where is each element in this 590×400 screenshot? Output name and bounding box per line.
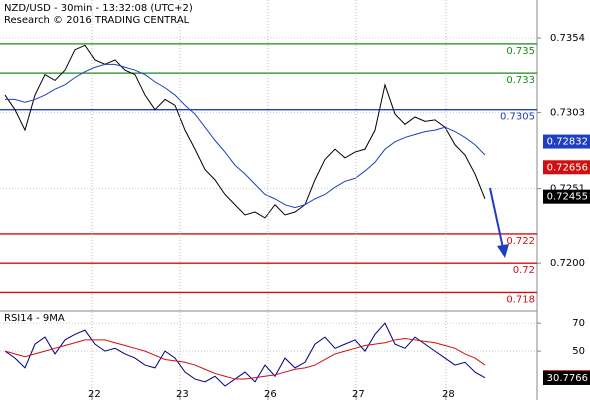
level-label: 0.735 <box>506 46 535 57</box>
price-tag-label: 30.7766 <box>547 373 588 384</box>
y-tick-label: 0.7251 <box>550 184 585 195</box>
level-label: 0.722 <box>506 236 535 247</box>
series-line <box>5 63 486 209</box>
x-tick-label: 28 <box>442 389 455 400</box>
series-line <box>4 322 486 387</box>
price-tag <box>543 160 590 175</box>
price-tag-label: 0.72832 <box>547 137 588 148</box>
level-label: 0.72 <box>513 265 535 276</box>
price-tag <box>543 134 590 149</box>
y-tick-label: 0.7303 <box>550 108 585 119</box>
level-label: 0.7305 <box>500 112 535 123</box>
y-tick-label: 70 <box>572 318 585 329</box>
level-label: 0.733 <box>506 75 535 86</box>
y-tick-label: 50 <box>572 346 585 357</box>
price-tag <box>543 370 590 385</box>
y-tick-label: 0.7200 <box>550 258 585 269</box>
forecast-arrowhead <box>497 244 509 258</box>
rsi-title: RSI14 - 9MA <box>4 313 65 324</box>
x-tick-label: 22 <box>88 389 101 400</box>
forecast-arrow <box>489 187 504 249</box>
x-tick-label: 27 <box>352 389 365 400</box>
chart-title: NZD/USD - 30min - 13:32:08 (UTC+2) <box>4 3 193 14</box>
price-tag <box>543 189 590 204</box>
x-tick-label: 23 <box>176 389 189 400</box>
price-tag-label: 0.72656 <box>547 162 588 173</box>
series-line <box>4 44 486 219</box>
y-tick-label: 0.7354 <box>550 33 585 44</box>
x-tick-label: 26 <box>264 389 277 400</box>
price-tag-label: 0.72455 <box>547 192 588 203</box>
chart-subtitle: Research © 2016 TRADING CENTRAL <box>4 15 190 26</box>
series-line <box>4 338 486 380</box>
level-label: 0.718 <box>506 294 535 305</box>
